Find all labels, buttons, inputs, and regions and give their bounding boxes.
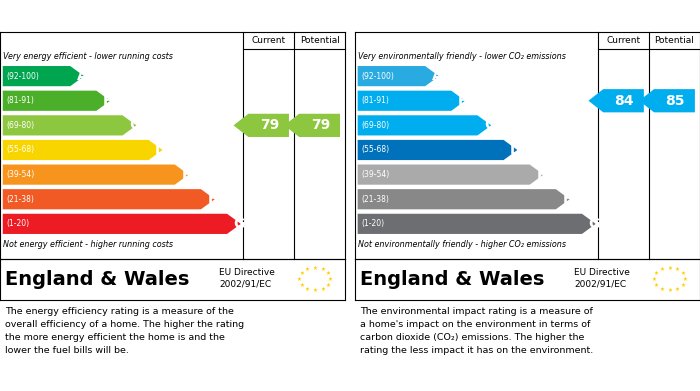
Text: Potential: Potential [300, 36, 339, 45]
Text: A: A [431, 69, 442, 83]
Polygon shape [3, 115, 136, 135]
Text: ★: ★ [326, 271, 330, 276]
Text: 84: 84 [615, 94, 634, 108]
Polygon shape [358, 165, 543, 185]
Text: (1-20): (1-20) [6, 219, 29, 228]
Text: G: G [588, 217, 599, 231]
Text: ★: ★ [312, 288, 317, 293]
Text: ★: ★ [299, 271, 304, 276]
Text: A: A [76, 69, 88, 83]
Text: (69-80): (69-80) [361, 121, 389, 130]
Text: (39-54): (39-54) [6, 170, 34, 179]
Text: B: B [458, 94, 468, 108]
Polygon shape [358, 115, 491, 135]
Polygon shape [3, 91, 110, 111]
Text: ★: ★ [328, 277, 332, 282]
Polygon shape [3, 140, 162, 160]
Text: (21-38): (21-38) [361, 195, 389, 204]
Text: ★: ★ [304, 267, 309, 272]
Polygon shape [284, 114, 340, 137]
Text: (39-54): (39-54) [361, 170, 389, 179]
Polygon shape [3, 189, 215, 209]
Text: EU Directive
2002/91/EC: EU Directive 2002/91/EC [219, 268, 275, 289]
Text: ★: ★ [680, 283, 685, 287]
Polygon shape [3, 165, 188, 185]
Text: ★: ★ [297, 277, 302, 282]
Text: ★: ★ [654, 271, 659, 276]
Polygon shape [358, 189, 570, 209]
Text: (55-68): (55-68) [6, 145, 34, 154]
Text: (21-38): (21-38) [6, 195, 34, 204]
Text: D: D [155, 143, 166, 157]
Text: ★: ★ [667, 288, 672, 293]
Text: ★: ★ [659, 287, 664, 292]
Polygon shape [358, 140, 517, 160]
Polygon shape [234, 114, 289, 137]
Text: Not environmentally friendly - higher CO₂ emissions: Not environmentally friendly - higher CO… [358, 240, 566, 249]
Text: ★: ★ [675, 287, 680, 292]
Polygon shape [358, 66, 439, 86]
Text: C: C [129, 118, 139, 133]
Text: ★: ★ [304, 287, 309, 292]
Text: (81-91): (81-91) [361, 96, 389, 105]
Text: Very environmentally friendly - lower CO₂ emissions: Very environmentally friendly - lower CO… [358, 52, 566, 61]
Text: Potential: Potential [654, 36, 694, 45]
Text: F: F [563, 192, 573, 206]
Text: Current: Current [606, 36, 641, 45]
Polygon shape [639, 89, 695, 112]
Polygon shape [3, 66, 84, 86]
Text: (81-91): (81-91) [6, 96, 34, 105]
Text: ★: ★ [320, 287, 325, 292]
Text: (92-100): (92-100) [6, 72, 39, 81]
Text: ★: ★ [299, 283, 304, 287]
Text: England & Wales: England & Wales [5, 270, 190, 289]
Text: F: F [208, 192, 218, 206]
Text: ★: ★ [312, 265, 317, 271]
Text: ★: ★ [654, 283, 659, 287]
Text: England & Wales: England & Wales [360, 270, 545, 289]
Text: (1-20): (1-20) [361, 219, 384, 228]
Text: G: G [233, 217, 244, 231]
Text: 85: 85 [666, 94, 685, 108]
Text: ★: ★ [667, 265, 672, 271]
Text: EU Directive
2002/91/EC: EU Directive 2002/91/EC [574, 268, 630, 289]
Text: (69-80): (69-80) [6, 121, 34, 130]
Text: 79: 79 [260, 118, 279, 133]
Text: D: D [510, 143, 521, 157]
Text: C: C [484, 118, 494, 133]
Text: (92-100): (92-100) [361, 72, 394, 81]
Text: Environmental Impact (CO₂) Rating: Environmental Impact (CO₂) Rating [360, 9, 622, 23]
Text: ★: ★ [682, 277, 687, 282]
Text: The environmental impact rating is a measure of
a home's impact on the environme: The environmental impact rating is a mea… [360, 307, 594, 355]
Text: Not energy efficient - higher running costs: Not energy efficient - higher running co… [4, 240, 174, 249]
Text: B: B [103, 94, 113, 108]
Text: Very energy efficient - lower running costs: Very energy efficient - lower running co… [4, 52, 174, 61]
Text: 79: 79 [311, 118, 330, 133]
Text: ★: ★ [326, 283, 330, 287]
Text: ★: ★ [675, 267, 680, 272]
Polygon shape [589, 89, 644, 112]
Polygon shape [358, 214, 596, 234]
Polygon shape [358, 91, 465, 111]
Text: E: E [182, 168, 191, 181]
Text: ★: ★ [652, 277, 657, 282]
Text: The energy efficiency rating is a measure of the
overall efficiency of a home. T: The energy efficiency rating is a measur… [5, 307, 244, 355]
Text: (55-68): (55-68) [361, 145, 389, 154]
Polygon shape [3, 214, 241, 234]
Text: ★: ★ [320, 267, 325, 272]
Text: Current: Current [251, 36, 286, 45]
Text: E: E [537, 168, 546, 181]
Text: ★: ★ [680, 271, 685, 276]
Text: Energy Efficiency Rating: Energy Efficiency Rating [5, 9, 188, 23]
Text: ★: ★ [659, 267, 664, 272]
